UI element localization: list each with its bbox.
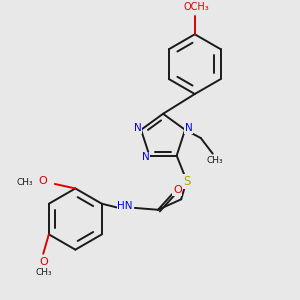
Text: S: S <box>183 175 191 188</box>
Text: HN: HN <box>117 201 133 212</box>
Text: CH₃: CH₃ <box>16 178 33 187</box>
Text: CH₃: CH₃ <box>206 156 223 165</box>
Text: N: N <box>184 123 192 133</box>
Text: O: O <box>173 185 182 195</box>
Text: CH₃: CH₃ <box>36 268 52 277</box>
Text: N: N <box>134 123 142 133</box>
Text: OCH₃: OCH₃ <box>184 2 209 12</box>
Text: O: O <box>38 176 47 186</box>
Text: O: O <box>40 257 48 267</box>
Text: N: N <box>142 152 150 162</box>
